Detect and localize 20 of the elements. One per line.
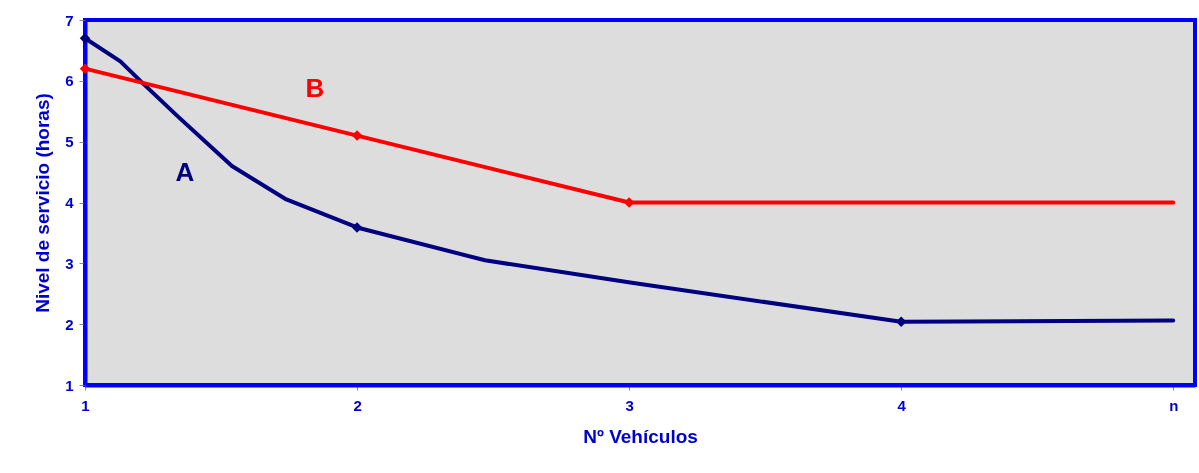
point bbox=[351, 130, 363, 141]
point bbox=[79, 33, 91, 44]
y-axis-title: Nivel de servicio (horas) bbox=[32, 93, 54, 313]
y-tick-label: 2 bbox=[65, 315, 74, 333]
x-tick-label: 1 bbox=[81, 396, 90, 414]
x-tick-label: 3 bbox=[625, 396, 634, 414]
x-tick-label: n bbox=[1169, 396, 1179, 414]
y-tick-label: 3 bbox=[65, 254, 74, 272]
y-tick-label: 1 bbox=[65, 376, 74, 394]
x-tick-label: 2 bbox=[353, 396, 362, 414]
series-label: A bbox=[175, 157, 195, 188]
point bbox=[79, 63, 91, 74]
x-axis-title: Nº Vehículos bbox=[583, 425, 698, 447]
series-label: B bbox=[305, 72, 325, 103]
x-tick-label: 4 bbox=[897, 396, 907, 414]
y-tick-label: 6 bbox=[65, 72, 74, 90]
y-tick-label: 5 bbox=[65, 133, 74, 151]
y-tick-label: 7 bbox=[65, 11, 74, 29]
y-tick-label: 4 bbox=[65, 194, 75, 211]
point bbox=[351, 222, 363, 233]
